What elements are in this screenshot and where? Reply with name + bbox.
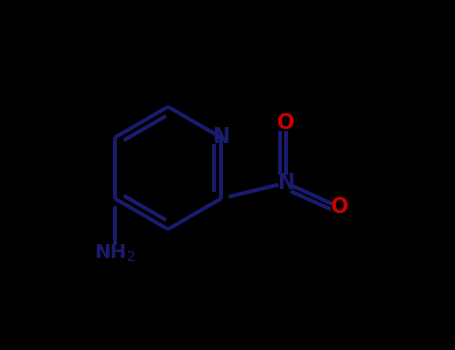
Text: N: N — [212, 127, 230, 147]
Text: O: O — [331, 197, 349, 217]
Text: O: O — [277, 113, 294, 133]
Text: NH$_2$: NH$_2$ — [94, 242, 136, 264]
Text: N: N — [277, 173, 294, 193]
